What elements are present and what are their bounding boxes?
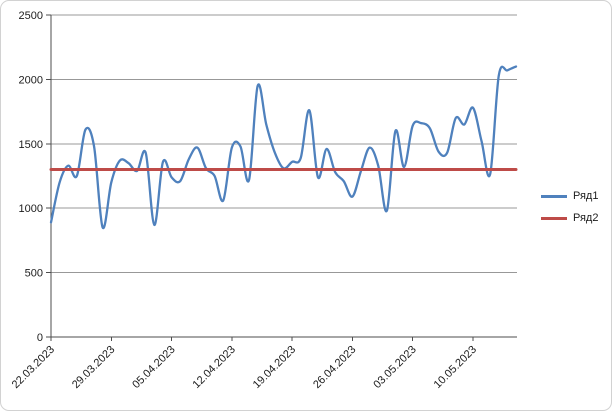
legend-item-series2: Ряд2 xyxy=(541,207,598,229)
svg-text:12.04.2023: 12.04.2023 xyxy=(191,344,238,391)
series2-line-swatch xyxy=(541,216,567,220)
svg-text:500: 500 xyxy=(25,268,43,280)
chart-legend: Ряд1 Ряд2 xyxy=(541,185,598,229)
svg-text:29.03.2023: 29.03.2023 xyxy=(70,344,117,391)
svg-text:19.04.2023: 19.04.2023 xyxy=(251,344,298,391)
svg-text:0: 0 xyxy=(37,332,43,344)
series1-line-swatch xyxy=(541,194,567,198)
legend-label-series1: Ряд1 xyxy=(573,190,599,202)
svg-text:10.05.2023: 10.05.2023 xyxy=(432,344,479,391)
svg-text:2500: 2500 xyxy=(19,10,43,22)
svg-text:26.04.2023: 26.04.2023 xyxy=(311,344,358,391)
svg-text:22.03.2023: 22.03.2023 xyxy=(10,344,57,391)
svg-text:2000: 2000 xyxy=(19,74,43,86)
svg-text:1500: 1500 xyxy=(19,139,43,151)
svg-text:05.04.2023: 05.04.2023 xyxy=(130,344,177,391)
legend-label-series2: Ряд2 xyxy=(573,212,599,224)
svg-text:03.05.2023: 03.05.2023 xyxy=(371,344,418,391)
svg-text:1000: 1000 xyxy=(19,203,43,215)
legend-item-series1: Ряд1 xyxy=(541,185,598,207)
